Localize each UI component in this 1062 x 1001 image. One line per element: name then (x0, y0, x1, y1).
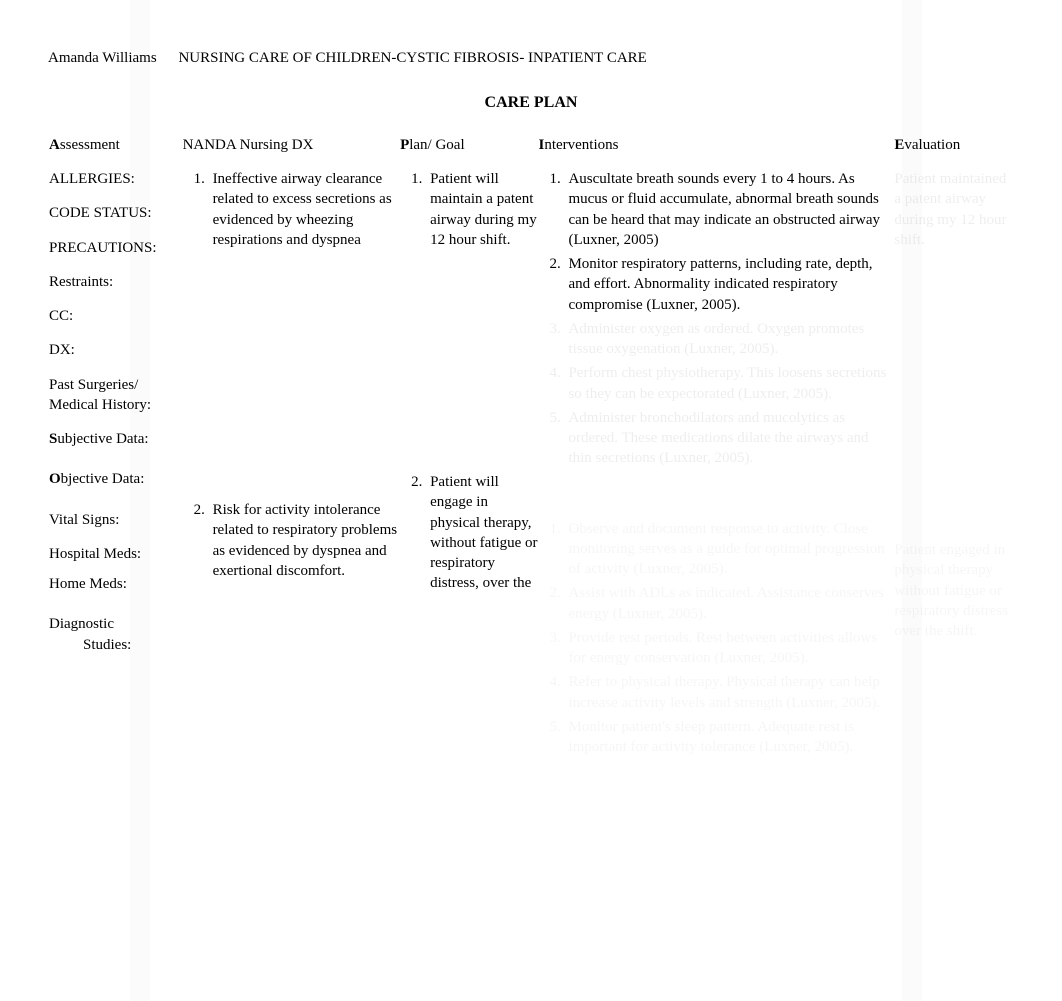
column-headers-row: Assessment NANDA Nursing DX Plan/ Goal I… (49, 135, 1013, 159)
field-cc: CC: (49, 306, 175, 326)
field-vital-signs: Vital Signs: (49, 510, 175, 530)
course-title: NURSING CARE OF CHILDREN-CYSTIC FIBROSIS… (178, 48, 646, 68)
assessment-column: ALLERGIES: CODE STATUS: PRECAUTIONS: Res… (49, 169, 183, 665)
care-plan-table: Assessment NANDA Nursing DX Plan/ Goal I… (48, 134, 1014, 773)
col-header-evaluation: Evaluation (894, 135, 1013, 155)
plan-column: Patient will maintain a patent airway du… (400, 169, 538, 598)
intervention-1-5: Administer bronchodilators and mucolytic… (564, 408, 894, 469)
goal-list: Patient will maintain a patent airway du… (400, 169, 538, 594)
header-line: Amanda Williams NURSING CARE OF CHILDREN… (48, 48, 1014, 68)
nanda-list: Ineffective airway clearance related to … (183, 169, 401, 581)
field-subjective: Subjective Data: (49, 429, 175, 449)
field-dx: DX: (49, 340, 175, 360)
intervention-1-4: Perform chest physiotherapy. This loosen… (564, 363, 894, 404)
interventions-column: Auscultate breath sounds every 1 to 4 ho… (538, 169, 894, 761)
evaluation-1: Patient maintained a patent airway durin… (894, 169, 1013, 250)
col-header-plan: Plan/ Goal (400, 135, 538, 155)
intervention-1-3: Administer oxygen as ordered. Oxygen pro… (564, 319, 894, 360)
interventions-list-2: Observe and document response to activit… (538, 519, 894, 758)
field-objective: Objective Data: (49, 469, 175, 489)
intervention-1-2: Monitor respiratory patterns, including … (564, 254, 894, 315)
field-allergies: ALLERGIES: (49, 169, 175, 189)
field-home-meds: Home Meds: (49, 574, 175, 594)
goal-item-1: Patient will maintain a patent airway du… (426, 169, 538, 250)
field-hospital-meds: Hospital Meds: (49, 544, 175, 564)
field-diagnostic-studies: Diagnostic Studies: (49, 614, 175, 655)
field-code-status: CODE STATUS: (49, 203, 175, 223)
nanda-item-1: Ineffective airway clearance related to … (209, 169, 401, 250)
student-name: Amanda Williams (48, 48, 157, 68)
interventions-list-1: Auscultate breath sounds every 1 to 4 ho… (538, 169, 894, 469)
intervention-2-1: Observe and document response to activit… (564, 519, 894, 580)
nanda-column: Ineffective airway clearance related to … (183, 169, 401, 585)
col-header-assessment: Assessment (49, 135, 183, 155)
intervention-2-3: Provide rest periods. Rest between activ… (564, 628, 894, 669)
intervention-2-2: Assist with ADLs as indicated. Assistanc… (564, 583, 894, 624)
field-restraints: Restraints: (49, 272, 175, 292)
intervention-2-5: Monitor patient's sleep pattern. Adequat… (564, 717, 894, 758)
goal-item-2: Patient will engage in physical therapy,… (426, 472, 538, 594)
evaluation-2: Patient engaged in physical therapy with… (894, 540, 1013, 641)
col-header-interventions: Interventions (538, 135, 894, 155)
intervention-2-4: Refer to physical therapy. Physical ther… (564, 672, 894, 713)
nanda-item-2: Risk for activity intolerance related to… (209, 500, 401, 581)
evaluation-column: Patient maintained a patent airway durin… (894, 169, 1013, 641)
page-title: CARE PLAN (48, 92, 1014, 114)
intervention-1-1: Auscultate breath sounds every 1 to 4 ho… (564, 169, 894, 250)
care-row-1: ALLERGIES: CODE STATUS: PRECAUTIONS: Res… (49, 169, 1013, 761)
field-past-surgeries: Past Surgeries/ Medical History: (49, 375, 175, 416)
field-precautions: PRECAUTIONS: (49, 238, 175, 258)
col-header-nanda: NANDA Nursing DX (183, 135, 401, 155)
